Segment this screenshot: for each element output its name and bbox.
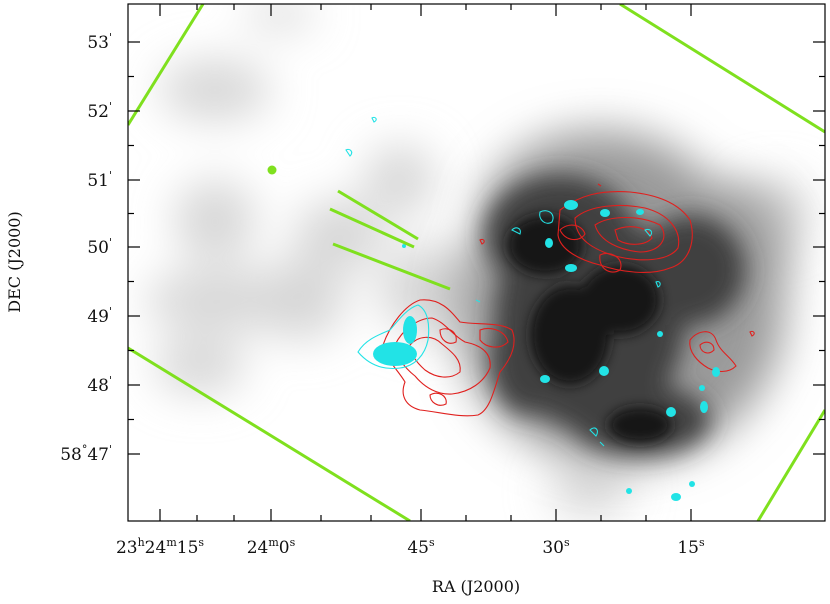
y-tick-label: 48' [87, 374, 112, 396]
y-tick-label: 53' [87, 31, 112, 53]
plot-frame [127, 3, 826, 522]
y-tick-label: 50' [87, 236, 112, 258]
y-axis-title: DEC (J2000) [5, 211, 24, 312]
x-tick-labels: 23h24m15s 24m0s 45s 30s 15s [116, 536, 705, 558]
y-tick-label: 52' [87, 100, 112, 122]
plot-area [128, 4, 825, 521]
x-tick-label: 15s [677, 536, 705, 558]
x-tick-label: 30s [542, 536, 570, 558]
y-tick-label: 51' [87, 169, 112, 191]
y-tick-label: 49' [87, 305, 112, 327]
green-field-markers [128, 4, 825, 521]
y-tick-label: 58°47' [60, 443, 112, 465]
cyan-contours [345, 116, 720, 501]
tick-marks [128, 4, 825, 521]
x-axis-title: RA (J2000) [432, 577, 520, 596]
x-tick-label: 45s [407, 536, 435, 558]
x-tick-label: 24m0s [247, 536, 296, 558]
x-tick-label: 23h24m15s [116, 536, 204, 558]
y-tick-labels: 53' 52' 51' 50' 49' 48' 58°47' [60, 31, 112, 465]
red-contours [382, 183, 755, 417]
